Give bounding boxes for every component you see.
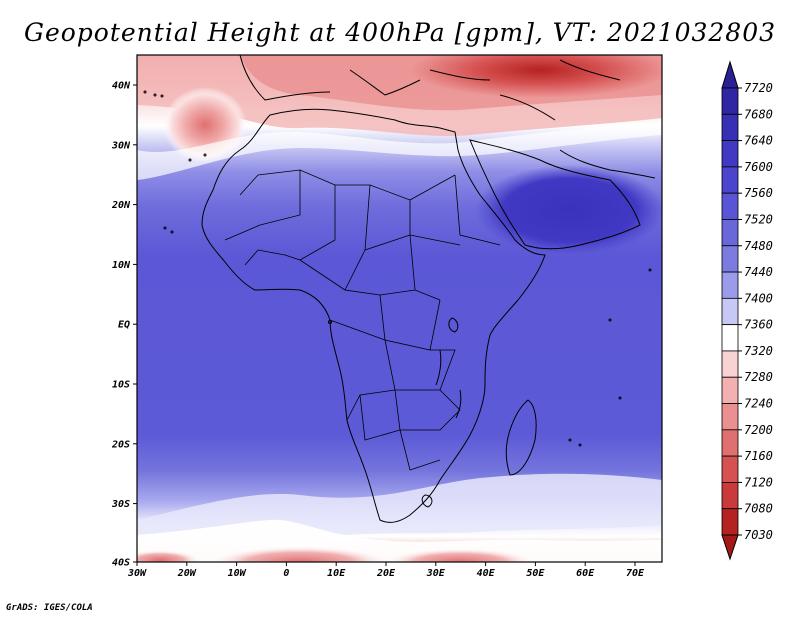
colorbar-segment	[721, 324, 739, 352]
x-tick-label: 30E	[426, 568, 446, 579]
colorbar-label: 7720	[744, 81, 773, 95]
colorbar-label: 7560	[744, 186, 773, 200]
coastlines	[143, 55, 656, 523]
colorbar-segment	[721, 192, 739, 220]
colorbar-label: 7640	[744, 134, 773, 148]
colorbar-segment	[721, 245, 739, 273]
colorbar-segment	[721, 166, 739, 194]
arabia-coastline	[469, 139, 641, 250]
colorbar-label: 7600	[744, 160, 773, 174]
y-tick-label: 30S	[111, 499, 130, 510]
y-tick-label: 40S	[112, 558, 130, 569]
colorbar-segment	[721, 403, 739, 431]
axis-ticks: 30W 20W 10W 0 10E 20E 30E 40E 50E 60E 70E 40N 30N 20N…	[111, 81, 645, 580]
height-field	[137, 55, 662, 562]
colorbar-bottom-arrow	[721, 534, 739, 561]
x-tick-label: 40E	[477, 568, 496, 579]
colorbar-segment	[721, 455, 739, 483]
colorbar-label: 7200	[744, 423, 773, 437]
colorbar-label: 7120	[744, 475, 773, 489]
colorbar-label: 7400	[744, 291, 773, 305]
x-tick-label: 60E	[576, 568, 595, 579]
colorbar-label: 7360	[744, 318, 773, 332]
colorbar-label: 7280	[744, 370, 773, 384]
colorbar-label: 7240	[744, 397, 773, 411]
colorbar-label: 7680	[744, 107, 773, 121]
x-tick-label: 50E	[526, 568, 545, 579]
colorbar-label: 7440	[744, 265, 773, 279]
y-tick-label: 40N	[112, 81, 131, 92]
colorbar-segment	[721, 429, 739, 457]
colorbar-segment	[721, 297, 739, 326]
colorbar-label: 7520	[744, 212, 773, 226]
x-tick-label: 30W	[127, 568, 147, 579]
x-tick-label: 0	[283, 568, 289, 579]
colorbar-segment	[721, 87, 739, 115]
madagascar-coastline	[505, 399, 537, 476]
colorbar-segment	[721, 376, 739, 404]
colorbar-segment	[721, 219, 739, 247]
y-tick-label: 10N	[112, 260, 131, 271]
colorbar-label: 7320	[744, 344, 773, 358]
colorbar-segment	[721, 271, 739, 299]
x-tick-label: 20E	[376, 568, 396, 579]
map-frame	[136, 54, 663, 563]
colorbar: 7720 7680 7640 7600 7560 7520 7480 7440 7400 7360…	[721, 60, 773, 561]
colorbar-segment	[721, 508, 739, 536]
y-tick-label: 20N	[111, 200, 131, 211]
colorbar-label: 7080	[744, 502, 773, 516]
y-tick-label: 30N	[111, 140, 131, 151]
colorbar-segment	[721, 482, 739, 510]
y-tick-label: EQ	[118, 320, 130, 331]
colorbar-segment	[721, 113, 739, 141]
colorbar-segment	[721, 350, 739, 378]
colorbar-segment	[721, 140, 739, 168]
africa-coastline	[201, 108, 546, 523]
grads-credit: GrADS: IGES/COLA	[6, 603, 93, 613]
y-tick-label: 20S	[111, 439, 130, 450]
x-tick-label: 10W	[228, 568, 247, 579]
colorbar-label: 7160	[744, 449, 773, 463]
y-tick-label: 10S	[112, 380, 130, 391]
x-tick-label: 10E	[327, 568, 346, 579]
x-tick-label: 70E	[626, 568, 645, 579]
colorbar-top-arrow	[721, 60, 739, 89]
map-title: Geopotential Height at 400hPa [gpm], VT:…	[23, 18, 777, 47]
colorbar-label: 7480	[744, 239, 773, 253]
colorbar-label: 7030	[744, 528, 773, 542]
x-tick-label: 20W	[177, 568, 197, 579]
